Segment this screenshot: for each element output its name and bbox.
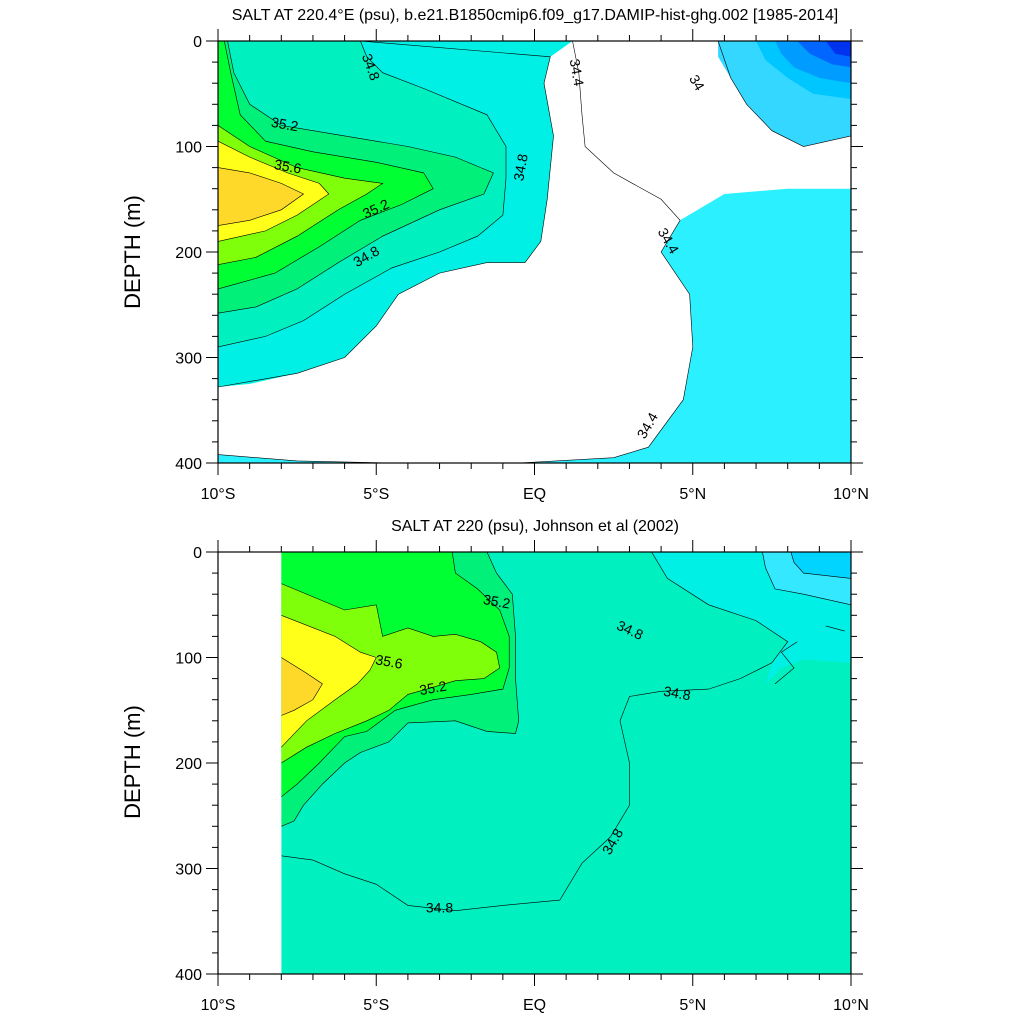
- panel-bottom-contour-34-6: [762, 552, 851, 606]
- panel-top: SALT AT 220.4°E (psu), b.e21.B1850cmip6.…: [120, 7, 869, 503]
- panel-bottom-y-axis-title: DEPTH (m): [120, 705, 145, 819]
- panel-top-contour-label: 34: [686, 72, 708, 94]
- panel-bottom-contour-35-6: [281, 615, 377, 748]
- panel-top-contour-34-6: [218, 41, 554, 388]
- panel-bottom-x-tick-label: 5°N: [679, 997, 706, 1014]
- panel-top-contour-34-8: [218, 41, 507, 348]
- panel-top-band-35-8: [218, 167, 304, 226]
- panel-bottom-x-tick-label: EQ: [523, 997, 546, 1014]
- panel-top-contour-35: [218, 41, 494, 314]
- panel-top-y-tick-label: 100: [175, 140, 202, 157]
- panel-bottom-contour-label: 34.8: [662, 683, 692, 704]
- panel-top-y-tick-label: 400: [175, 456, 202, 473]
- panel-bottom-contour-35-2: [281, 552, 510, 798]
- panel-bottom-contour-label: 35.6: [374, 651, 404, 672]
- panel-top-band-34-4: [218, 41, 851, 463]
- panel-top-x-tick-label: 10°S: [201, 486, 236, 503]
- panel-bottom-y-tick-label: 400: [175, 967, 202, 984]
- panel-bottom-x-tick-label: 5°S: [363, 997, 389, 1014]
- panel-bottom-y-tick-label: 0: [193, 545, 202, 562]
- panel-bottom-band-35-6: [281, 615, 377, 748]
- panel-bottom-y-tick-label: 100: [175, 651, 202, 668]
- panel-top-contour-35-6: [218, 140, 330, 242]
- panel-bottom-y-tick-label: 200: [175, 756, 202, 773]
- panel-bottom-band-35-4: [281, 583, 500, 763]
- panel-top-contour-34: [717, 41, 851, 147]
- panel-top-title: SALT AT 220.4°E (psu), b.e21.B1850cmip6.…: [232, 7, 838, 24]
- panel-top-contour-35-4: [218, 125, 384, 265]
- panel-bottom-contour-34-8: [281, 552, 789, 912]
- panel-bottom-contour-35-8: [281, 657, 323, 716]
- panel-bottom-y-tick-label: 300: [175, 862, 202, 879]
- panel-top-contour-34-4: [218, 454, 393, 463]
- panel-top-contour-label: 35.6: [273, 156, 303, 177]
- panel-bottom-contour-label: 34.8: [426, 899, 453, 915]
- panel-top-y-tick-label: 200: [175, 245, 202, 262]
- panel-bottom-band-34-2: [790, 552, 851, 579]
- panel-bottom: SALT AT 220 (psu), Johnson et al (2002) …: [120, 518, 869, 1014]
- panel-top-y-tick-label: 0: [193, 34, 202, 51]
- panel-top-contour-35-2: [218, 41, 434, 290]
- panel-bottom-contour-34-4: [825, 625, 845, 632]
- panel-bottom-contour-34-6: [774, 641, 798, 685]
- panel-top-x-tick-label: 10°N: [833, 486, 869, 503]
- panel-top-x-tick-label: 5°S: [363, 486, 389, 503]
- panel-top-x-tick-label: 5°N: [679, 486, 706, 503]
- panel-bottom-contour-label: 35.2: [418, 678, 448, 699]
- panel-top-contour-label: 34.4: [567, 58, 588, 88]
- panel-bottom-x-tick-label: 10°N: [833, 997, 869, 1014]
- panel-bottom-title: SALT AT 220 (psu), Johnson et al (2002): [391, 518, 679, 535]
- panel-top-y-axis-title: DEPTH (m): [120, 195, 145, 309]
- panel-top-contour-35-8: [218, 167, 305, 226]
- panel-bottom-contour-label: 35.2: [482, 591, 512, 612]
- panel-bottom-contour-34-4: [790, 552, 851, 579]
- panel-top-band-33-2: [825, 41, 851, 57]
- panel-bottom-contour-35-4: [281, 583, 501, 764]
- panel-top-x-tick-label: EQ: [523, 486, 546, 503]
- panel-top-contour-label: 34.8: [510, 152, 531, 182]
- panel-top-contour-label: 35.2: [270, 114, 300, 135]
- panel-bottom-band-35-8: [281, 657, 323, 716]
- panel-top-contour-34-4: [518, 41, 694, 463]
- panel-top-y-tick-label: 300: [175, 351, 202, 368]
- panel-bottom-plot-area: 35.234.835.634.835.234.834.8010020030040…: [175, 540, 869, 1014]
- panel-bottom-contour-35: [281, 552, 520, 827]
- panel-bottom-x-tick-label: 10°S: [201, 997, 236, 1014]
